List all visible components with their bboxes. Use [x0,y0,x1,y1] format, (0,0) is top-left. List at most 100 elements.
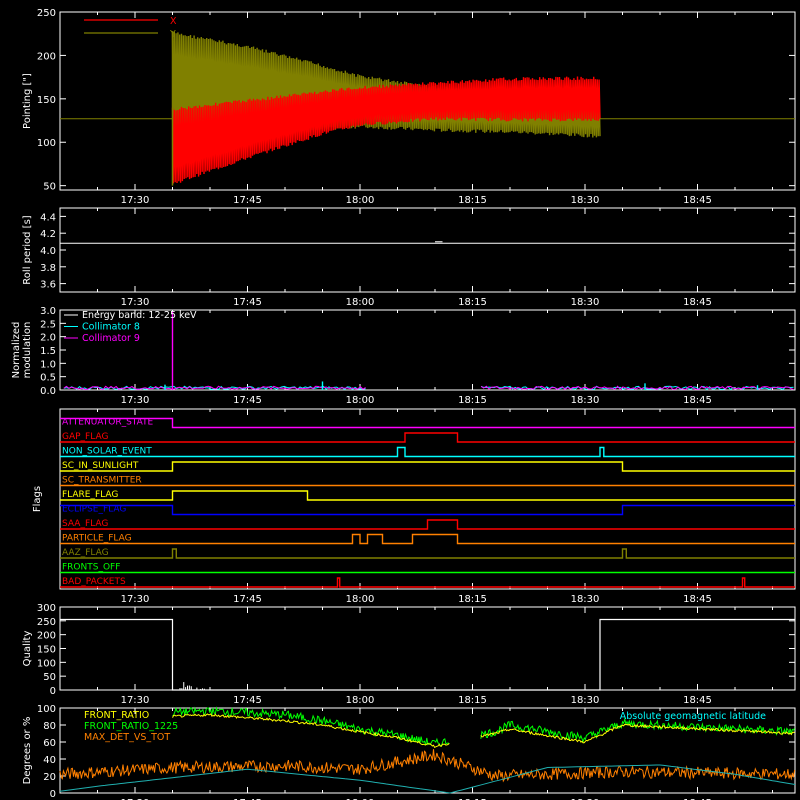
pointing-ylabel: Pointing ["] [22,73,33,129]
modulation-legend-label: Collimator 9 [82,333,140,344]
roll-ytick-label: 3.8 [40,263,56,274]
pointing-xtick-label: 17:30 [121,195,150,206]
modulation-series-c9 [63,385,794,391]
quality-xtick-label: 18:45 [683,695,712,706]
roll-ytick-label: 4.2 [40,229,56,240]
flag-label-attenuator-state: ATTENUATOR_STATE [62,418,154,428]
modulation-ytick-label: 2.5 [40,319,56,330]
ratios-series-front-ratio [172,713,795,748]
roll-ylabel: Roll period [s] [22,215,33,284]
modulation-xtick-label: 18:30 [571,395,600,406]
quality-xtick-label: 17:30 [121,695,150,706]
ratios-legend-label: FRONT_RATIO [84,710,149,721]
ratios-ytick-label: 0 [50,789,56,800]
modulation-ytick-label: 1.0 [40,359,56,370]
flags-xtick-label: 18:30 [571,594,600,605]
ratios-ytick-label: 40 [43,755,56,766]
pointing-legend-label-x: X [170,16,177,27]
modulation-ytick-label: 3.0 [40,306,56,317]
flag-line-sc-in-sunlight [60,461,795,472]
modulation-ylabel: Normalized [11,322,22,379]
roll-xtick-label: 17:30 [121,297,150,308]
pointing-ytick-label: 150 [37,95,56,106]
flags-ylabel: Flags [32,486,43,512]
roll-frame [59,207,796,293]
pointing-ytick-label: 250 [37,8,56,19]
roll-xtick-label: 17:45 [233,297,262,308]
flag-label-saa-flag: SAA_FLAG [62,519,108,529]
ratios-legend-label-latitude: Absolute geomagnetic latitude [620,711,766,722]
pointing-frame [59,11,796,191]
roll-ytick-label: 4.4 [40,212,56,223]
modulation-frame [59,309,796,391]
quality-ytick-label: 300 [37,603,56,614]
roll-xtick-label: 18:00 [346,297,375,308]
quality-xtick-label: 18:00 [346,695,375,706]
quality-ylabel: Quality [22,631,33,667]
flag-line-particle-flag [60,533,795,545]
ratios-ytick-label: 60 [43,738,56,749]
flag-label-aaz-flag: AAZ_FLAG [62,548,109,558]
modulation-ylabel: modulation [22,322,33,379]
flag-line-bad-packets [60,577,795,588]
flag-line-gap-flag [60,432,795,443]
ratios-series-absolute-geomagnetic-latitude [59,764,796,794]
quality-xtick-label: 18:15 [458,695,487,706]
modulation-xtick-label: 18:15 [458,395,487,406]
ratios-ytick-label: 20 [43,772,56,783]
ratios-series-max-det-vs-tot [59,749,796,783]
pointing-xtick-label: 18:30 [571,195,600,206]
flag-line-attenuator-state [60,417,795,429]
flag-label-sc-in-sunlight: SC_IN_SUNLIGHT [62,461,139,471]
quality-ytick-label: 150 [37,645,56,656]
flag-label-flare-flag: FLARE_FLAG [62,490,118,500]
pointing-ytick-label: 100 [37,138,56,149]
quality-xtick-label: 18:30 [571,695,600,706]
ratios-xtick-label: 18:15 [458,798,487,800]
quality-ytick-label: 250 [37,617,56,628]
flags-xtick-label: 18:15 [458,594,487,605]
pointing-ytick-label: 50 [43,182,56,193]
modulation-ytick-label: 0.0 [40,386,56,397]
ratios-legend-label: FRONT_RATIO_1225 [84,721,178,732]
pointing-legend-label-y: Y [169,29,176,40]
pointing-xtick-label: 18:15 [458,195,487,206]
quality-series [60,618,795,691]
quality-ytick-label: 0 [50,686,56,697]
flag-line-aaz-flag [60,548,795,559]
modulation-legend-label: Energy band: 12-25 keV [82,310,197,321]
flags-xtick-label: 17:30 [121,594,150,605]
flag-line-eclipse-flag [60,504,795,516]
flag-label-gap-flag: GAP_FLAG [62,432,108,442]
pointing-xtick-label: 18:00 [346,195,375,206]
pointing-xtick-label: 18:45 [683,195,712,206]
flags-xtick-label: 17:45 [233,594,262,605]
modulation-xtick-label: 17:45 [233,395,262,406]
flags-frame [59,408,796,590]
roll-ytick-label: 3.6 [40,280,56,291]
flag-label-non-solar-event: NON_SOLAR_EVENT [62,447,152,457]
roll-ytick-label: 4.0 [40,246,56,257]
ratios-legend-label: MAX_DET_VS_TOT [84,732,170,743]
modulation-legend-label: Collimator 8 [82,322,140,333]
quality-ytick-label: 50 [43,672,56,683]
ratios-xtick-label: 17:45 [233,798,262,800]
flag-label-sc-transmitter: SC_TRANSMITTER [62,476,142,486]
flag-label-bad-packets: BAD_PACKETS [62,577,126,587]
ratios-xtick-label: 17:30 [121,798,150,800]
flag-line-non-solar-event [60,446,795,458]
ratios-xtick-label: 18:00 [346,798,375,800]
ratios-ylabel: Degrees or % [22,717,33,785]
quality-ytick-label: 100 [37,658,56,669]
ratios-frame [59,707,796,794]
flags-xtick-label: 18:00 [346,594,375,605]
pointing-ytick-label: 200 [37,51,56,62]
roll-xtick-label: 18:15 [458,297,487,308]
flag-line-flare-flag [60,490,795,501]
pointing-series-x [171,76,601,184]
modulation-xtick-label: 18:45 [683,395,712,406]
flag-label-particle-flag: PARTICLE_FLAG [62,534,132,544]
roll-xtick-label: 18:30 [571,297,600,308]
ratios-ytick-label: 80 [43,721,56,732]
roll-xtick-label: 18:45 [683,297,712,308]
